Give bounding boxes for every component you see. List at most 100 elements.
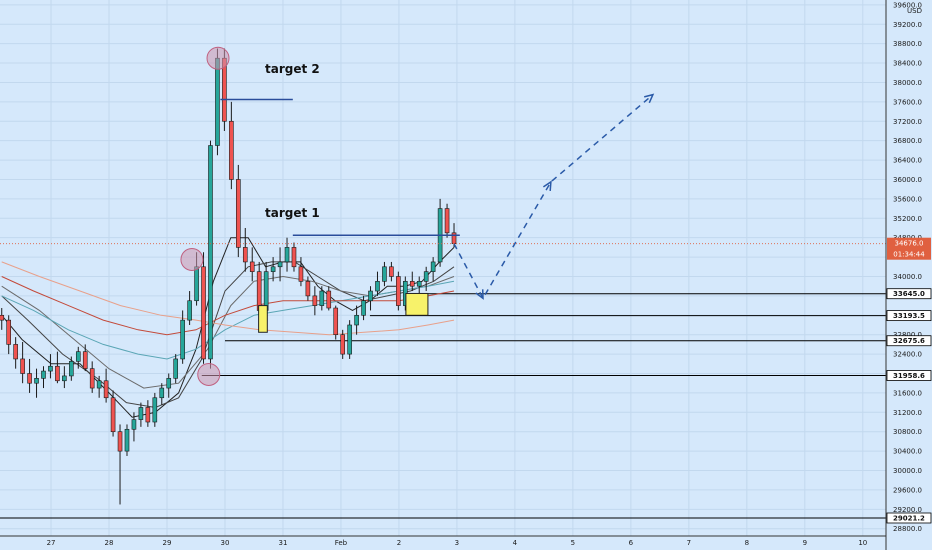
price-axis-background — [886, 0, 932, 550]
level-price-label: 31958.6 — [893, 372, 925, 380]
candle-body — [215, 57, 220, 146]
candle-body — [159, 387, 165, 399]
moving-average-line — [1, 280, 455, 360]
moving-average-line — [1, 276, 455, 336]
candle-body — [55, 365, 60, 382]
candle-body — [236, 179, 241, 248]
level-price-label: 33193.5 — [893, 312, 925, 320]
projection-arrowhead — [644, 93, 655, 104]
candle-body — [298, 266, 304, 282]
price-axis[interactable]: USD — [885, 0, 932, 550]
candle-body — [41, 370, 46, 379]
candle-body — [326, 290, 332, 309]
level-price-tag — [886, 370, 932, 381]
price-tick-label: 29600.0 — [893, 486, 922, 494]
candle-body — [62, 375, 67, 382]
price-tick-label: 38800.0 — [893, 40, 922, 48]
candle-body — [409, 281, 415, 287]
currency-label: USD — [907, 7, 922, 15]
candle-body — [242, 247, 248, 263]
time-tick-label: 31 — [279, 539, 288, 547]
candle-body — [138, 407, 144, 420]
price-tick-label: 30000.0 — [893, 467, 922, 475]
time-tick-label: 7 — [687, 539, 691, 547]
candle-body — [368, 290, 373, 302]
highlight-box — [258, 305, 268, 333]
price-tick-label: 32400.0 — [893, 351, 922, 359]
candle-body — [319, 290, 325, 306]
time-tick-label: 29 — [163, 539, 172, 547]
price-tick-label: 35600.0 — [893, 195, 922, 203]
candle-body — [6, 319, 11, 345]
price-tick-label: 39200.0 — [893, 21, 922, 29]
candle-body — [89, 368, 95, 389]
candle-body — [375, 281, 380, 292]
candle-body — [34, 378, 39, 384]
price-tick-label: 36800.0 — [893, 137, 922, 145]
countdown-label: 01:34:44 — [893, 251, 925, 259]
candle-body — [277, 261, 283, 268]
current-price-tag — [887, 237, 931, 260]
time-tick-label: Feb — [335, 539, 348, 547]
level-price-label: 29021.2 — [893, 514, 925, 522]
candle-body — [82, 351, 88, 369]
price-tick-label: 37200.0 — [893, 118, 922, 126]
price-tick-label: 37600.0 — [893, 98, 922, 106]
price-tick-label: 39600.0 — [893, 1, 922, 9]
price-tick-label: 30400.0 — [893, 448, 922, 456]
projection-arrowhead — [475, 289, 484, 300]
candle-body — [451, 232, 457, 244]
candle-body — [396, 276, 401, 306]
candle-body — [152, 397, 158, 423]
moving-averages — [1, 237, 455, 418]
candle-body — [173, 358, 178, 379]
price-tick-label: 38000.0 — [893, 79, 922, 87]
time-tick-label: 4 — [513, 539, 518, 547]
candle-body — [145, 407, 151, 423]
candle-body — [361, 300, 366, 316]
candle-body — [416, 281, 422, 287]
level-price-label: 33645.0 — [893, 290, 925, 298]
candle-body — [20, 358, 25, 374]
annotation-target-2: target 2 — [265, 62, 320, 76]
candle-body — [291, 247, 297, 268]
time-tick-label: 3 — [455, 539, 459, 547]
price-tick-label: 34000.0 — [893, 273, 922, 281]
price-tick-label: 35200.0 — [893, 215, 922, 223]
level-price-tag — [886, 288, 932, 300]
candle-body — [340, 334, 345, 355]
moving-average-line — [1, 261, 455, 336]
level-price-tag — [886, 310, 932, 322]
candle-body — [13, 344, 18, 360]
level-price-tag — [886, 335, 932, 347]
candle-body — [263, 271, 269, 311]
candle-body — [229, 120, 234, 180]
candle-body — [110, 397, 116, 433]
candle-body — [48, 365, 53, 372]
annotation-target-1: target 1 — [265, 206, 320, 220]
candle-body — [194, 266, 199, 302]
level-price-tag — [886, 512, 932, 524]
candle-body — [249, 261, 255, 272]
time-tick-label: 10 — [858, 539, 867, 547]
candle-body — [124, 428, 130, 452]
candle-body — [103, 380, 109, 399]
candle-body — [430, 261, 436, 272]
candle-body — [382, 266, 387, 282]
price-tick-label: 36400.0 — [893, 157, 922, 165]
candle-body — [27, 373, 32, 384]
candle-body — [347, 324, 352, 355]
price-tick-label: 32800.0 — [893, 331, 922, 339]
candle-body — [75, 351, 81, 362]
highlight-circle — [206, 46, 230, 70]
candle-body — [270, 266, 276, 272]
price-tick-label: 29200.0 — [893, 506, 922, 514]
time-tick-label: 30 — [221, 539, 230, 547]
annotations — [0, 46, 886, 386]
candle-body — [389, 266, 394, 277]
price-tick-label: 31200.0 — [893, 409, 922, 417]
candle-body — [0, 314, 5, 321]
time-tick-label: 27 — [47, 539, 56, 547]
